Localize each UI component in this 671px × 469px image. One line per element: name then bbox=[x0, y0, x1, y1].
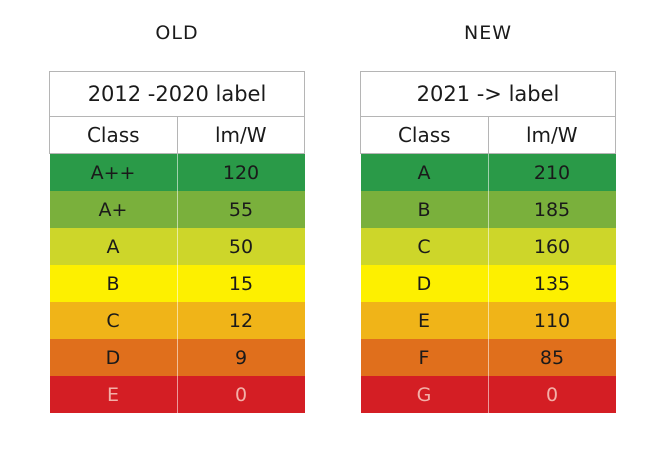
new-lmw-cell: 0 bbox=[545, 383, 559, 406]
new-class-row: A 210 bbox=[360, 153, 616, 191]
new-class-cell: E bbox=[360, 302, 489, 339]
new-class-header: Class bbox=[360, 116, 489, 154]
old-class-cell: A+ bbox=[49, 191, 178, 228]
new-lmw-cell: 210 bbox=[533, 161, 571, 184]
old-heading: OLD bbox=[155, 22, 199, 44]
old-lmw-cell: 0 bbox=[234, 383, 248, 406]
new-class-row: D 135 bbox=[360, 265, 616, 302]
old-table-title: 2012 -2020 label bbox=[49, 71, 305, 117]
new-class-row: B 185 bbox=[360, 191, 616, 228]
new-table-body: A 210 B 185 C 160 D 135 E 110 F 85 G 0 bbox=[360, 153, 616, 413]
old-class-cell: C bbox=[49, 302, 178, 339]
old-lmw-cell: 120 bbox=[222, 161, 260, 184]
new-lmw-cell: 160 bbox=[533, 235, 571, 258]
old-class-header: Class bbox=[49, 116, 178, 154]
new-table-header-row: Class lm/W bbox=[360, 116, 616, 154]
old-class-cell: B bbox=[49, 265, 178, 302]
new-class-cell: D bbox=[360, 265, 489, 302]
old-class-cell: A bbox=[49, 228, 178, 265]
old-table-header-row: Class lm/W bbox=[49, 116, 305, 154]
old-table-title-row: 2012 -2020 label bbox=[49, 71, 305, 117]
old-lmw-cell: 15 bbox=[228, 272, 254, 295]
new-label-table: 2021 -> label Class lm/W A 210 B 185 C 160 D 13… bbox=[360, 71, 616, 413]
old-lmw-cell: 50 bbox=[228, 235, 254, 258]
old-class-row: A 50 bbox=[49, 228, 305, 265]
old-lmw-cell: 9 bbox=[234, 346, 248, 369]
old-class-cell: A++ bbox=[49, 153, 178, 191]
new-lmw-header: lm/W bbox=[487, 116, 616, 154]
new-class-cell: B bbox=[360, 191, 489, 228]
new-table-title: 2021 -> label bbox=[360, 71, 616, 117]
old-lmw-header: lm/W bbox=[176, 116, 305, 154]
new-table-title-row: 2021 -> label bbox=[360, 71, 616, 117]
old-class-cell: E bbox=[49, 376, 178, 413]
new-class-cell: C bbox=[360, 228, 489, 265]
old-class-row: C 12 bbox=[49, 302, 305, 339]
new-class-cell: G bbox=[360, 376, 489, 413]
old-class-row: B 15 bbox=[49, 265, 305, 302]
new-lmw-cell: 85 bbox=[539, 346, 565, 369]
new-class-row: E 110 bbox=[360, 302, 616, 339]
old-lmw-cell: 55 bbox=[228, 198, 254, 221]
new-class-row: F 85 bbox=[360, 339, 616, 376]
new-lmw-cell: 185 bbox=[533, 198, 571, 221]
new-lmw-cell: 135 bbox=[533, 272, 571, 295]
old-table-body: A++ 120 A+ 55 A 50 B 15 C 12 D 9 E 0 bbox=[49, 153, 305, 413]
old-label-table: 2012 -2020 label Class lm/W A++ 120 A+ 55 A 5… bbox=[49, 71, 305, 413]
old-class-cell: D bbox=[49, 339, 178, 376]
new-class-cell: F bbox=[360, 339, 489, 376]
old-class-row: A++ 120 bbox=[49, 153, 305, 191]
old-lmw-cell: 12 bbox=[228, 309, 254, 332]
old-class-row: A+ 55 bbox=[49, 191, 305, 228]
new-class-row: C 160 bbox=[360, 228, 616, 265]
new-heading: NEW bbox=[463, 22, 512, 44]
new-lmw-cell: 110 bbox=[533, 309, 571, 332]
new-class-cell: A bbox=[360, 153, 489, 191]
